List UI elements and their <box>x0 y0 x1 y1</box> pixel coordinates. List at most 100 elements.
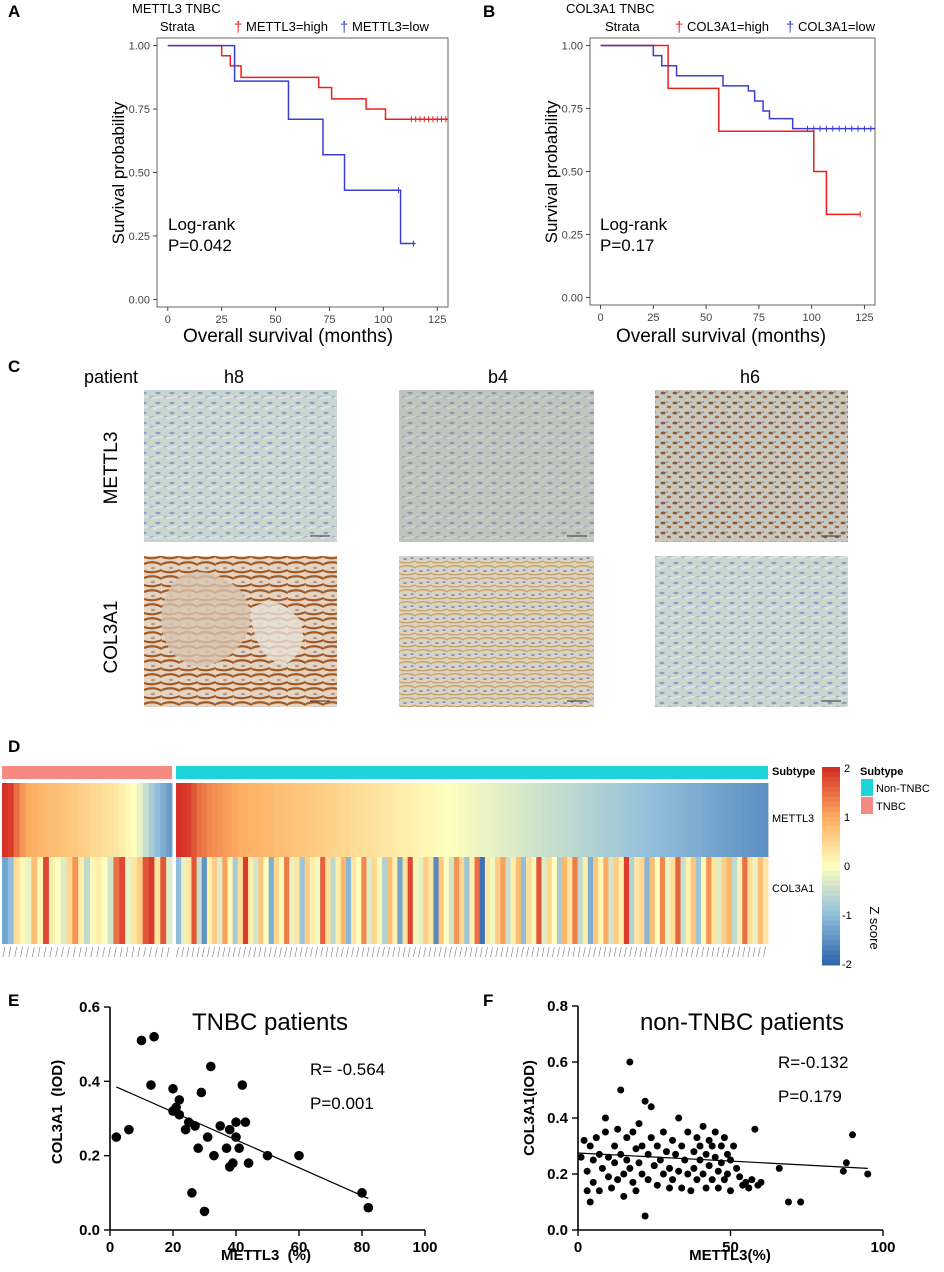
chart-f-point <box>751 1125 759 1133</box>
chart-f-point <box>723 1170 731 1178</box>
chart-e-plot: 0 20 40 60 80 100 0.0 0.2 0.4 0.6 <box>79 999 437 1256</box>
heatmap-sample-id-tick <box>356 946 360 958</box>
heatmap-cell-col3a1 <box>201 857 208 944</box>
heatmap-cell-mettl3 <box>381 783 388 857</box>
colorbar-segment <box>822 890 840 897</box>
heatmap-sample-id-tick <box>428 946 432 958</box>
heatmap-cell-mettl3 <box>598 783 604 857</box>
heatmap-cell-mettl3 <box>366 783 373 857</box>
heatmap-cell-col3a1 <box>721 857 728 944</box>
heatmap-sample-id-tick <box>588 946 591 958</box>
heatmap-sample-id-tick <box>516 946 519 958</box>
chart-f-point <box>717 1159 725 1167</box>
colorbar-segment <box>822 846 840 852</box>
chart-e-r-value: R= -0.564 <box>310 1060 385 1079</box>
chart-e-xtick-label: 0 <box>106 1239 114 1256</box>
chart-f-point <box>714 1167 722 1175</box>
heatmap-cell-col3a1 <box>659 857 666 944</box>
heatmap-cell-col3a1 <box>618 857 625 944</box>
chart-e-point <box>187 1188 197 1198</box>
heatmap-cell-col3a1 <box>623 857 630 944</box>
chart-f-point <box>733 1164 741 1172</box>
chart-b-xlabel: Overall survival (months) <box>616 326 826 347</box>
heatmap-sample-id-tick <box>387 946 390 958</box>
chart-f-point <box>681 1156 689 1164</box>
heatmap-cell-mettl3 <box>392 783 398 857</box>
heatmap-cell-mettl3 <box>618 783 625 857</box>
colorbar-segment <box>822 930 840 936</box>
heatmap-cell-col3a1 <box>469 857 475 944</box>
heatmap-sample-id-tick <box>196 946 200 958</box>
heatmap-sample-id-tick <box>2 946 6 958</box>
chart-f-point <box>757 1178 765 1186</box>
chart-b-ytick-label: 1.00 <box>562 41 583 53</box>
ihc-image-h8-col3a1-nest <box>161 572 251 667</box>
heatmap-sample-id-tick <box>377 946 380 958</box>
chart-e-point <box>231 1117 241 1128</box>
colorbar-tick-neg1: -1 <box>842 910 852 922</box>
chart-b-plot-frame <box>589 37 876 306</box>
chart-f-point <box>662 1148 670 1156</box>
heatmap-cell-col3a1 <box>304 857 311 944</box>
chart-f-xtick-label: 50 <box>722 1239 739 1256</box>
chart-f-point <box>586 1142 594 1150</box>
chart-f-point <box>797 1198 805 1206</box>
chart-e-point <box>124 1124 134 1135</box>
chart-b-pvalue: P=0.17 <box>600 236 654 255</box>
heatmap-sample-id-tick <box>102 946 105 958</box>
heatmap-cell-col3a1 <box>412 857 419 944</box>
chart-a-ytick-label: 0.75 <box>129 104 150 116</box>
heatmap-cell-mettl3 <box>206 783 213 857</box>
heatmap-cell-mettl3 <box>387 783 393 857</box>
heatmap-cell-mettl3 <box>84 783 91 857</box>
heatmap-sample-id-tick <box>670 946 674 958</box>
heatmap-sample-id-tick <box>108 946 111 958</box>
heatmap-cell-mettl3 <box>469 783 475 857</box>
colorbar-segment <box>822 875 840 882</box>
heatmap-cell-mettl3 <box>562 783 568 857</box>
heatmap-cell-col3a1 <box>345 857 352 944</box>
heatmap-cell-col3a1 <box>546 857 553 944</box>
chart-f-ylabel: COL3A1(IOD) <box>521 1060 538 1156</box>
heatmap-cell-mettl3 <box>747 783 753 857</box>
colorbar-segment <box>822 791 840 798</box>
colorbar-segment <box>822 841 840 847</box>
heatmap-cell-col3a1 <box>428 857 434 944</box>
heatmap-sample-id-tick <box>644 946 648 958</box>
heatmap-cell-col3a1 <box>66 857 73 944</box>
chart-e-xtick-label: 20 <box>165 1239 182 1256</box>
panel-b: B COL3A1 TNBC Strata † COL3A1=high † COL… <box>483 1 876 347</box>
ihc-image-h6-col3a1 <box>655 556 848 707</box>
heatmap-sample-id-tick <box>402 946 406 958</box>
heatmap-sample-id-tick <box>732 946 735 958</box>
heatmap-sample-id-tick <box>238 946 241 958</box>
colorbar-segment <box>822 900 840 907</box>
heatmap-cell-mettl3 <box>19 783 26 857</box>
subtype-legend-non-tnbc: Non-TNBC <box>876 783 930 795</box>
chart-f-point <box>617 1150 625 1158</box>
heatmap-cell-col3a1 <box>556 857 563 944</box>
chart-b-xtick-label: 50 <box>700 312 712 324</box>
heatmap-cell-col3a1 <box>284 857 290 944</box>
chart-f-point <box>669 1136 677 1144</box>
chart-f-point <box>684 1128 692 1136</box>
chart-f-point <box>611 1159 619 1167</box>
heatmap-cell-col3a1 <box>701 857 707 944</box>
chart-e-point <box>146 1080 156 1090</box>
heatmap-sample-id-tick <box>449 946 452 958</box>
chart-e-xtick-label: 100 <box>412 1239 437 1256</box>
heatmap-cell-col3a1 <box>217 857 223 944</box>
heatmap-cell-col3a1 <box>392 857 398 944</box>
heatmap-cell-mettl3 <box>448 783 455 857</box>
chart-f-point <box>635 1120 643 1128</box>
heatmap-sample-id-tick <box>598 946 601 958</box>
chart-e-point <box>168 1083 178 1094</box>
colorbar-segment <box>822 960 840 966</box>
chart-f-point <box>629 1128 637 1136</box>
chart-e-point <box>202 1132 213 1142</box>
heatmap-cell-mettl3 <box>500 783 506 857</box>
chart-f-point <box>638 1142 646 1150</box>
chart-e-point <box>209 1150 219 1161</box>
heatmap-cell-mettl3 <box>680 783 687 857</box>
heatmap-cell-col3a1 <box>562 857 568 944</box>
